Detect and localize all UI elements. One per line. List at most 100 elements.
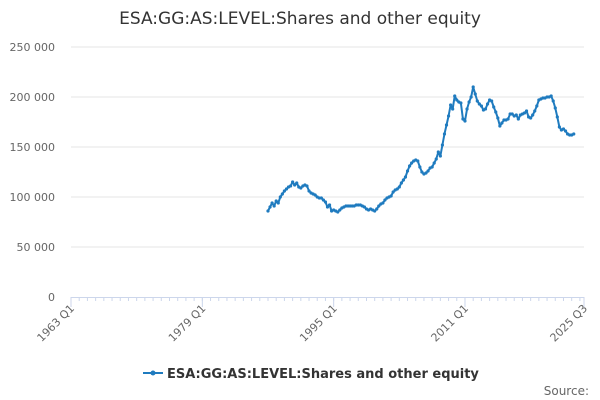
data-point[interactable] <box>490 99 494 103</box>
data-point[interactable] <box>325 205 330 209</box>
data-point[interactable] <box>319 196 323 200</box>
data-point[interactable] <box>479 104 483 108</box>
data-point[interactable] <box>389 194 393 198</box>
data-point[interactable] <box>557 125 561 129</box>
data-point[interactable] <box>500 121 504 125</box>
data-point[interactable] <box>506 117 510 121</box>
data-point[interactable] <box>572 132 576 136</box>
data-point[interactable] <box>313 193 317 197</box>
data-point[interactable] <box>295 181 299 185</box>
data-point[interactable] <box>291 180 295 184</box>
data-point[interactable] <box>549 94 553 98</box>
data-point[interactable] <box>529 116 533 120</box>
data-point[interactable] <box>524 109 529 113</box>
data-point[interactable] <box>391 190 395 194</box>
data-point[interactable] <box>494 110 498 114</box>
data-point[interactable] <box>453 94 457 98</box>
data-point[interactable] <box>475 99 479 103</box>
data-point[interactable] <box>399 181 403 185</box>
data-point[interactable] <box>407 164 412 168</box>
data-point[interactable] <box>555 115 559 119</box>
data-point[interactable] <box>420 170 424 174</box>
data-point[interactable] <box>444 123 449 127</box>
data-point[interactable] <box>473 92 477 96</box>
legend[interactable]: ESA:GG:AS:LEVEL:Shares and other equity <box>143 367 479 382</box>
data-point[interactable] <box>416 159 420 163</box>
data-point[interactable] <box>438 154 442 158</box>
data-point[interactable] <box>465 107 469 111</box>
data-point[interactable] <box>383 198 387 202</box>
data-point[interactable] <box>282 189 287 193</box>
data-point[interactable] <box>293 183 297 187</box>
data-point[interactable] <box>299 186 303 190</box>
data-point[interactable] <box>463 119 467 123</box>
data-point[interactable] <box>432 161 436 165</box>
data-point[interactable] <box>561 127 566 131</box>
data-point[interactable] <box>442 132 447 136</box>
data-point[interactable] <box>461 117 465 121</box>
data-point[interactable] <box>485 102 490 106</box>
data-point[interactable] <box>270 201 274 205</box>
data-point[interactable] <box>362 205 367 209</box>
data-point[interactable] <box>424 171 428 175</box>
data-point[interactable] <box>459 101 463 105</box>
data-point[interactable] <box>410 161 414 165</box>
data-point[interactable] <box>426 169 430 173</box>
data-point[interactable] <box>336 210 340 214</box>
data-point[interactable] <box>483 107 488 111</box>
data-point[interactable] <box>327 203 332 207</box>
data-point[interactable] <box>375 207 379 211</box>
data-point[interactable] <box>553 106 557 110</box>
y-tick-label: 100 000 <box>10 191 56 204</box>
data-point[interactable] <box>403 175 408 179</box>
data-point[interactable] <box>395 187 399 191</box>
data-point[interactable] <box>514 113 518 117</box>
data-point[interactable] <box>492 105 496 109</box>
data-point[interactable] <box>381 201 385 205</box>
data-point[interactable] <box>451 107 455 111</box>
data-point[interactable] <box>266 209 270 213</box>
data-point[interactable] <box>373 209 377 213</box>
data-point[interactable] <box>338 208 342 212</box>
data-point[interactable] <box>496 116 500 120</box>
data-point[interactable] <box>401 178 406 182</box>
data-point[interactable] <box>305 184 309 188</box>
data-point[interactable] <box>272 204 276 208</box>
data-point[interactable] <box>276 201 280 205</box>
data-point[interactable] <box>498 124 502 128</box>
data-point[interactable] <box>510 112 514 116</box>
data-point[interactable] <box>440 143 445 147</box>
data-point[interactable] <box>449 103 453 107</box>
data-point[interactable] <box>436 150 440 154</box>
data-point[interactable] <box>533 109 537 113</box>
data-point[interactable] <box>455 98 459 102</box>
data-point[interactable] <box>405 169 410 173</box>
data-point[interactable] <box>321 198 325 202</box>
data-point[interactable] <box>469 95 473 99</box>
data-point[interactable] <box>477 102 481 106</box>
data-point[interactable] <box>268 205 272 209</box>
data-point[interactable] <box>471 85 475 89</box>
data-point[interactable] <box>280 192 284 196</box>
data-point[interactable] <box>563 129 568 133</box>
data-point[interactable] <box>467 100 471 104</box>
data-point[interactable] <box>418 165 422 169</box>
data-point[interactable] <box>516 117 520 121</box>
data-point[interactable] <box>535 104 539 108</box>
data-point[interactable] <box>551 99 555 103</box>
data-point[interactable] <box>278 195 282 199</box>
data-point[interactable] <box>377 204 381 208</box>
data-point[interactable] <box>531 113 535 117</box>
data-point[interactable] <box>284 187 289 191</box>
data-point[interactable] <box>434 157 438 161</box>
data-point[interactable] <box>323 200 328 204</box>
data-point[interactable] <box>446 114 451 118</box>
data-point[interactable] <box>274 199 278 203</box>
data-point[interactable] <box>307 189 311 193</box>
data-point[interactable] <box>430 165 434 169</box>
data-point[interactable] <box>288 184 293 188</box>
legend-label[interactable]: ESA:GG:AS:LEVEL:Shares and other equity <box>167 367 479 382</box>
data-point[interactable] <box>522 111 527 115</box>
data-point[interactable] <box>397 185 401 189</box>
legend-marker-icon <box>150 370 156 376</box>
